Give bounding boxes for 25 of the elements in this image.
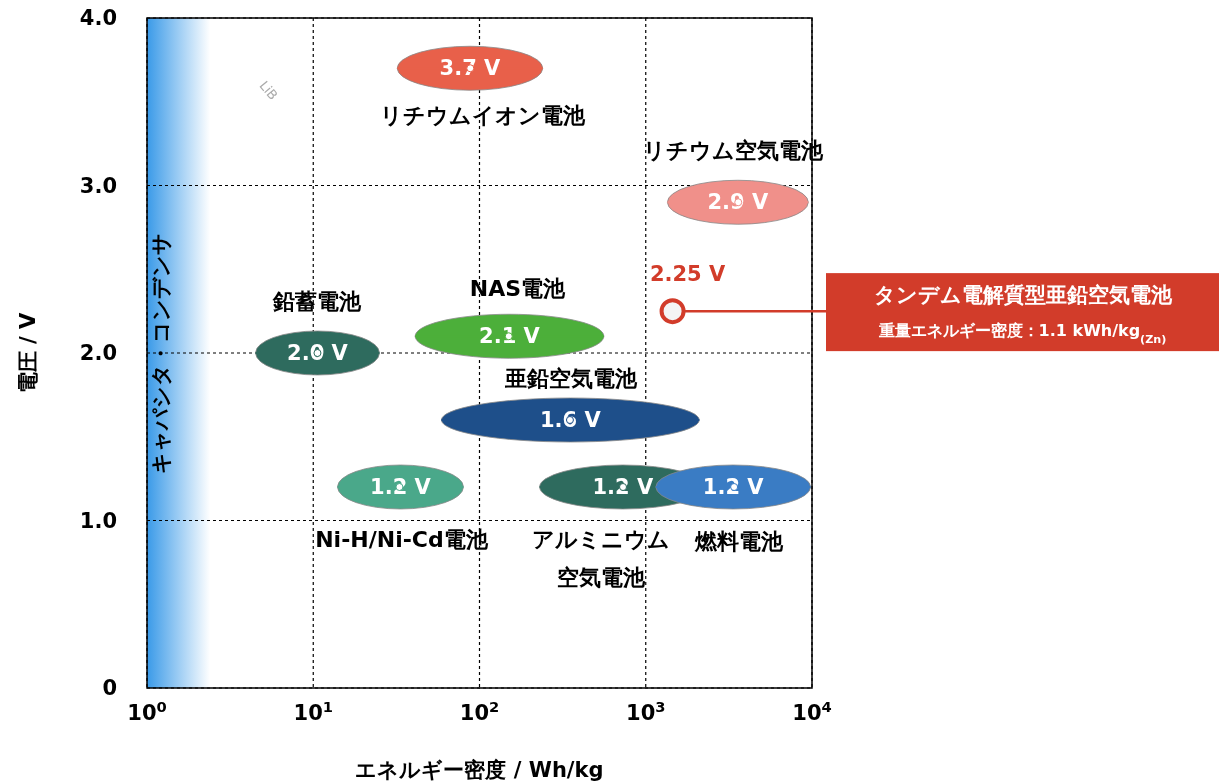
text: Ni-H/Ni-Cd電池 xyxy=(315,526,489,552)
series-label: 亜鉛空気電池 xyxy=(504,365,639,391)
text: 鉛蓄電池 xyxy=(271,288,362,314)
x-tick-label: 10$^{4}$ xyxy=(792,697,832,725)
text: NAS電池 xyxy=(469,275,567,301)
y-axis-title: 電圧 / V xyxy=(16,311,40,394)
text: リチウムイオン電池 xyxy=(380,102,587,128)
text: アルミニウム空気電池 xyxy=(531,526,670,590)
annotation: LiB xyxy=(256,77,282,103)
y-tick-label: 1.0 xyxy=(79,508,117,533)
x-tick-label: 10$^{1}$ xyxy=(293,697,333,725)
data-label: 2.25 V xyxy=(649,262,727,287)
y-tick-label: 2.0 xyxy=(79,341,117,365)
data-label: 2.0 V xyxy=(287,341,349,365)
text: 重量エネルギー密度：1.1 kWh/kg$_{(Zn)}$ xyxy=(877,321,1167,346)
x-tick-label: 10$^{3}$ xyxy=(626,697,666,725)
x-tick-label: 10$^{2}$ xyxy=(459,697,500,725)
y-tick-label: 4.0 xyxy=(79,6,117,30)
x-tick-label: 10$^{0}$ xyxy=(127,697,167,725)
text: タンデム電解質型亜鉛空気電池 xyxy=(873,283,1173,308)
x-axis-title: エネルギー密度 / Wh/kg xyxy=(355,758,604,782)
y-tick-label: 3.0 xyxy=(79,173,117,198)
text: 燃料電池 xyxy=(694,528,785,554)
band-label: キャパシタ・コンデンサ xyxy=(148,232,173,474)
y-tick-label: 0 xyxy=(102,676,117,700)
